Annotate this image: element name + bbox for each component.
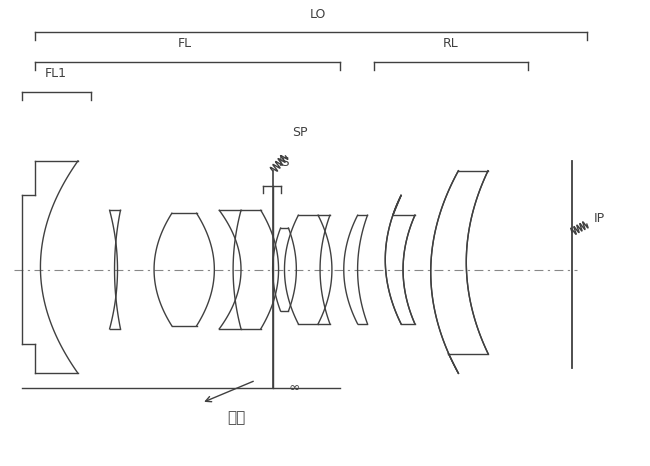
Text: IS: IS (279, 156, 290, 169)
Text: RL: RL (443, 37, 458, 50)
Text: FL: FL (177, 37, 192, 50)
Text: IP: IP (593, 212, 605, 225)
Text: LO: LO (310, 7, 326, 21)
Text: ∞: ∞ (289, 381, 300, 395)
Text: FL1: FL1 (44, 67, 66, 80)
Text: SP: SP (292, 126, 308, 139)
Text: 至近: 至近 (227, 410, 245, 425)
